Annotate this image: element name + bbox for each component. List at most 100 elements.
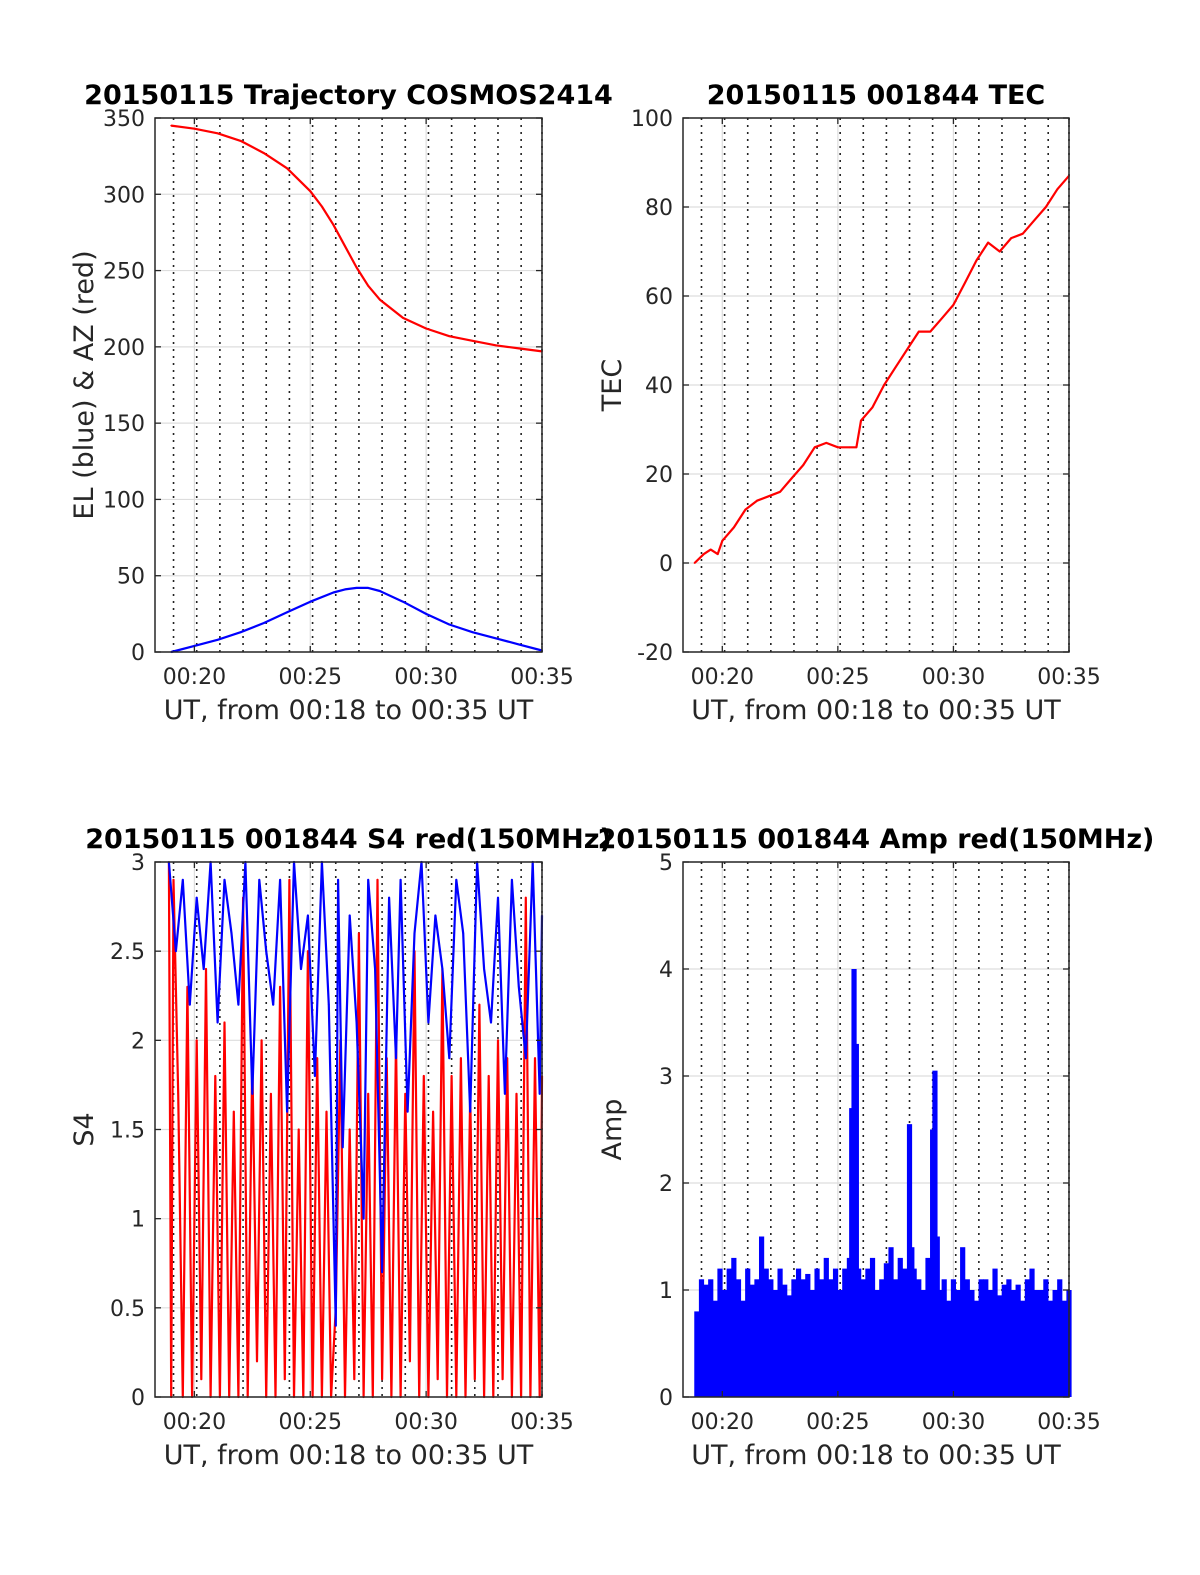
- amp-xtick-label-1: 00:25: [806, 1410, 869, 1435]
- trajectory-xtick-label-1: 00:25: [279, 665, 342, 690]
- trajectory-point-1-14: [448, 623, 451, 626]
- tec-ytick-label-5: 80: [645, 196, 673, 221]
- trajectory-point-0-6: [309, 190, 312, 193]
- amp-axes-frame: [682, 861, 1070, 1398]
- amp-bar-36: [853, 1043, 859, 1397]
- s4-title: 20150115 001844 S4 red(150MHz): [85, 824, 612, 855]
- s4-point-1-10: [237, 1003, 240, 1006]
- trajectory-point-1-8: [344, 588, 346, 591]
- s4-point-0-23: [269, 1092, 272, 1095]
- s4-point-1-5: [202, 968, 205, 970]
- trajectory-ytick-label-3: 150: [103, 412, 145, 437]
- amp-title: 20150115 001844 Amp red(150MHz): [598, 824, 1155, 855]
- trajectory-point-0-9: [344, 245, 346, 248]
- s4-point-1-33: [388, 896, 390, 899]
- tec-point-0-2: [709, 548, 712, 551]
- amp-ytick-label-2: 2: [659, 1172, 673, 1197]
- tec-title: 20150115 001844 TEC: [707, 80, 1046, 111]
- amp-y-axis-label: Amp: [597, 1099, 628, 1161]
- tec-point-0-19: [883, 384, 885, 386]
- amp-ytick-label-4: 4: [659, 958, 673, 983]
- s4-point-0-58: [432, 1110, 434, 1113]
- tec-point-0-28: [987, 241, 990, 244]
- s4-point-1-8: [223, 878, 226, 881]
- s4-point-1-1: [174, 950, 177, 953]
- tec-y-axis-label: TEC: [597, 359, 628, 412]
- tec-ytick-label-0: -20: [637, 641, 673, 666]
- s4-point-0-52: [404, 1092, 407, 1095]
- tec-point-0-26: [964, 281, 966, 284]
- tec-point-0-6: [744, 508, 747, 511]
- tec-ytick-label-2: 20: [645, 463, 673, 488]
- tec-point-0-23: [929, 330, 932, 333]
- s4-point-0-53: [409, 1360, 411, 1363]
- s4-point-0-8: [200, 1378, 203, 1381]
- trajectory-point-1-15: [471, 631, 474, 634]
- s4-point-1-23: [327, 1003, 330, 1006]
- s4-point-1-30: [367, 878, 370, 881]
- tec-point-0-9: [779, 490, 781, 493]
- trajectory-panel: 0 50 100 150 200 250 300 350 00:20 00:25 00:30 00:3…: [69, 80, 613, 726]
- s4-point-1-41: [441, 968, 444, 970]
- trajectory-point-0-0: [170, 124, 173, 127]
- tec-point-0-1: [702, 553, 705, 555]
- s4-point-1-7: [216, 1021, 219, 1024]
- trajectory-ytick-label-0: 0: [131, 641, 145, 666]
- amp-ytick-label-5: 5: [659, 851, 673, 876]
- s4-point-1-29: [362, 1217, 365, 1220]
- tec-point-0-29: [998, 250, 1001, 253]
- s4-ytick-label-4: 2: [131, 1029, 145, 1054]
- s4-point-1-9: [230, 932, 233, 935]
- trajectory-point-1-5: [286, 611, 288, 614]
- s4-point-1-36: [406, 1110, 409, 1113]
- trajectory-point-0-13: [402, 316, 404, 319]
- trajectory-point-0-1: [193, 127, 196, 130]
- trajectory-point-0-18: [517, 347, 520, 350]
- s4-point-1-3: [188, 1003, 191, 1006]
- tec-point-0-32: [1033, 219, 1036, 222]
- trajectory-point-1-13: [425, 612, 428, 615]
- tec-point-0-10: [790, 477, 793, 480]
- trajectory-ytick-label-6: 300: [103, 183, 145, 208]
- s4-point-0-33: [316, 1057, 319, 1060]
- s4-point-1-28: [355, 1021, 358, 1024]
- s4-point-1-52: [517, 985, 520, 988]
- amp-ytick-label-3: 3: [659, 1065, 673, 1090]
- s4-point-1-37: [413, 932, 416, 935]
- tec-point-0-11: [802, 464, 805, 466]
- trajectory-xtick-label-3: 00:35: [510, 665, 573, 690]
- trajectory-point-0-15: [448, 335, 451, 338]
- s4-point-1-44: [462, 932, 465, 935]
- s4-ytick-label-0: 0: [131, 1386, 145, 1411]
- amp-xtick-label-2: 00:30: [922, 1410, 985, 1435]
- s4-point-1-14: [265, 950, 268, 953]
- s4-ytick-label-2: 1: [131, 1208, 145, 1233]
- s4-point-0-2: [172, 878, 175, 881]
- tec-point-0-14: [836, 446, 839, 449]
- s4-point-1-40: [434, 914, 437, 917]
- s4-panel: 0 0.5 1 1.5 2 2.5 3 00:20 00:25 00:30 00:35 201501…: [69, 824, 612, 1471]
- s4-point-0-41: [353, 1378, 356, 1381]
- s4-x-axis-label: UT, from 00:18 to 00:35 UT: [164, 1440, 534, 1471]
- tec-point-0-33: [1044, 206, 1047, 208]
- tec-point-0-8: [767, 495, 770, 498]
- trajectory-ytick-label-4: 200: [103, 336, 145, 361]
- tec-xtick-label-1: 00:25: [806, 665, 869, 690]
- s4-point-0-15: [232, 1110, 235, 1113]
- s4-point-1-27: [348, 914, 351, 917]
- s4-point-1-26: [341, 1146, 344, 1149]
- s4-point-0-13: [223, 1021, 226, 1024]
- s4-point-0-62: [450, 1075, 453, 1077]
- s4-point-0-72: [497, 1039, 499, 1042]
- trajectory-y-axis-label: EL (blue) & AZ (red): [69, 250, 100, 519]
- s4-point-0-21: [260, 1039, 263, 1042]
- s4-point-1-24: [334, 1324, 337, 1327]
- s4-point-0-27: [288, 878, 291, 881]
- s4-point-1-16: [279, 878, 282, 881]
- s4-point-1-19: [300, 968, 302, 970]
- s4-point-0-64: [459, 1057, 462, 1060]
- tec-series-0: [693, 175, 1070, 564]
- amp-bar-base: [696, 1322, 1069, 1397]
- s4-point-0-40: [348, 1128, 351, 1131]
